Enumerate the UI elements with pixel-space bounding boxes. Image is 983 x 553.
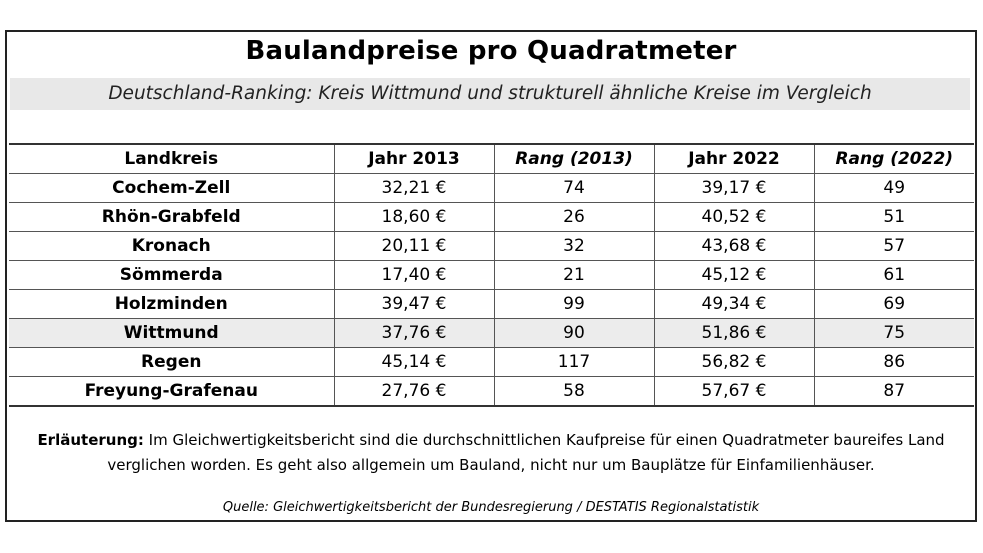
explanation-note: Erläuterung: Im Gleichwertigkeitsbericht… bbox=[7, 428, 975, 478]
cell-jahr-2022: 57,67 € bbox=[653, 376, 815, 407]
cell-landkreis: Kronach bbox=[9, 231, 335, 261]
cell-jahr-2013: 37,76 € bbox=[333, 318, 495, 348]
page-subtitle: Deutschland-Ranking: Kreis Wittmund und … bbox=[10, 78, 970, 110]
cell-jahr-2013: 20,11 € bbox=[333, 231, 495, 261]
cell-rang-2022: 69 bbox=[813, 289, 974, 319]
cell-rang-2022: 61 bbox=[813, 260, 974, 290]
page-title: Baulandpreise pro Quadratmeter bbox=[245, 36, 737, 66]
explanation-text-2: verglichen worden. Es geht also allgemei… bbox=[107, 456, 875, 474]
header-rang-2022: Rang (2022) bbox=[813, 143, 974, 174]
table-header-row: Landkreis Jahr 2013 Rang (2013) Jahr 202… bbox=[9, 143, 974, 174]
document-frame: Baulandpreise pro Quadratmeter Deutschla… bbox=[5, 30, 977, 522]
table-row: Holzminden 39,47 € 99 49,34 € 69 bbox=[9, 289, 974, 319]
cell-jahr-2013: 45,14 € bbox=[333, 347, 495, 377]
cell-jahr-2022: 43,68 € bbox=[653, 231, 815, 261]
source-citation: Quelle: Gleichwertigkeitsbericht der Bun… bbox=[222, 500, 760, 515]
cell-jahr-2013: 27,76 € bbox=[333, 376, 495, 407]
cell-rang-2022: 51 bbox=[813, 202, 974, 232]
cell-jahr-2022: 39,17 € bbox=[653, 173, 815, 203]
table-row: Freyung-Grafenau 27,76 € 58 57,67 € 87 bbox=[9, 376, 974, 407]
explanation-line-1: Erläuterung: Im Gleichwertigkeitsbericht… bbox=[7, 428, 975, 453]
explanation-label: Erläuterung: bbox=[37, 431, 144, 449]
cell-jahr-2022: 40,52 € bbox=[653, 202, 815, 232]
cell-jahr-2013: 32,21 € bbox=[333, 173, 495, 203]
header-jahr-2022: Jahr 2022 bbox=[653, 143, 815, 174]
explanation-text-1: Im Gleichwertigkeitsbericht sind die dur… bbox=[148, 431, 945, 449]
cell-rang-2013: 99 bbox=[493, 289, 655, 319]
price-table: Landkreis Jahr 2013 Rang (2013) Jahr 202… bbox=[9, 143, 974, 407]
header-jahr-2013: Jahr 2013 bbox=[333, 143, 495, 174]
cell-jahr-2013: 18,60 € bbox=[333, 202, 495, 232]
cell-rang-2013: 74 bbox=[493, 173, 655, 203]
cell-landkreis: Rhön-Grabfeld bbox=[9, 202, 335, 232]
table-row-highlighted: Wittmund 37,76 € 90 51,86 € 75 bbox=[9, 318, 974, 348]
cell-landkreis: Cochem-Zell bbox=[9, 173, 335, 203]
table-row: Regen 45,14 € 117 56,82 € 86 bbox=[9, 347, 974, 377]
cell-rang-2013: 32 bbox=[493, 231, 655, 261]
table-row: Rhön-Grabfeld 18,60 € 26 40,52 € 51 bbox=[9, 202, 974, 232]
table-row: Kronach 20,11 € 32 43,68 € 57 bbox=[9, 231, 974, 261]
cell-rang-2013: 117 bbox=[493, 347, 655, 377]
cell-landkreis: Sömmerda bbox=[9, 260, 335, 290]
cell-rang-2013: 26 bbox=[493, 202, 655, 232]
cell-rang-2022: 57 bbox=[813, 231, 974, 261]
cell-rang-2013: 58 bbox=[493, 376, 655, 407]
header-landkreis: Landkreis bbox=[9, 143, 335, 174]
cell-landkreis: Regen bbox=[9, 347, 335, 377]
cell-rang-2022: 75 bbox=[813, 318, 974, 348]
cell-rang-2022: 87 bbox=[813, 376, 974, 407]
header-rang-2013: Rang (2013) bbox=[493, 143, 655, 174]
cell-rang-2022: 86 bbox=[813, 347, 974, 377]
cell-rang-2022: 49 bbox=[813, 173, 974, 203]
cell-jahr-2022: 49,34 € bbox=[653, 289, 815, 319]
cell-rang-2013: 90 bbox=[493, 318, 655, 348]
table-row: Cochem-Zell 32,21 € 74 39,17 € 49 bbox=[9, 173, 974, 203]
table-row: Sömmerda 17,40 € 21 45,12 € 61 bbox=[9, 260, 974, 290]
cell-jahr-2022: 45,12 € bbox=[653, 260, 815, 290]
cell-rang-2013: 21 bbox=[493, 260, 655, 290]
cell-jahr-2022: 56,82 € bbox=[653, 347, 815, 377]
cell-jahr-2013: 39,47 € bbox=[333, 289, 495, 319]
cell-landkreis: Wittmund bbox=[9, 318, 335, 348]
cell-jahr-2013: 17,40 € bbox=[333, 260, 495, 290]
cell-landkreis: Holzminden bbox=[9, 289, 335, 319]
cell-landkreis: Freyung-Grafenau bbox=[9, 376, 335, 407]
cell-jahr-2022: 51,86 € bbox=[653, 318, 815, 348]
